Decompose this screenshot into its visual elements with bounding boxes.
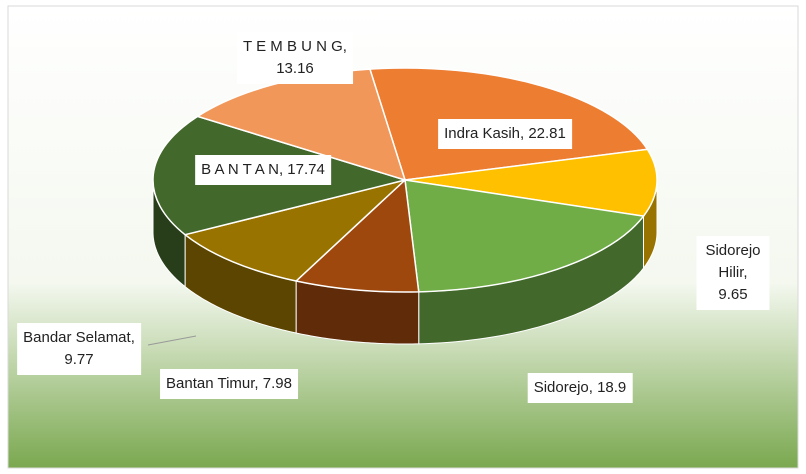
slice bbox=[404, 179, 645, 293]
slice bbox=[404, 148, 658, 217]
slice bbox=[294, 178, 420, 293]
data-label: Bandar Selamat, 9.77 bbox=[17, 323, 141, 375]
data-label: Indra Kasih, 22.81 bbox=[438, 119, 572, 149]
data-label: Sidorejo, 18.9 bbox=[527, 373, 633, 403]
data-label: B A N T A N, 17.74 bbox=[195, 155, 331, 185]
leader-line bbox=[147, 335, 197, 346]
data-label: Sidorejo Hilir, 9.65 bbox=[696, 236, 770, 310]
data-label: Bantan Timur, 7.98 bbox=[160, 369, 298, 399]
pie-sides bbox=[152, 179, 658, 345]
data-label: T E M B U N G, 13.16 bbox=[237, 32, 353, 84]
slice bbox=[183, 179, 406, 282]
